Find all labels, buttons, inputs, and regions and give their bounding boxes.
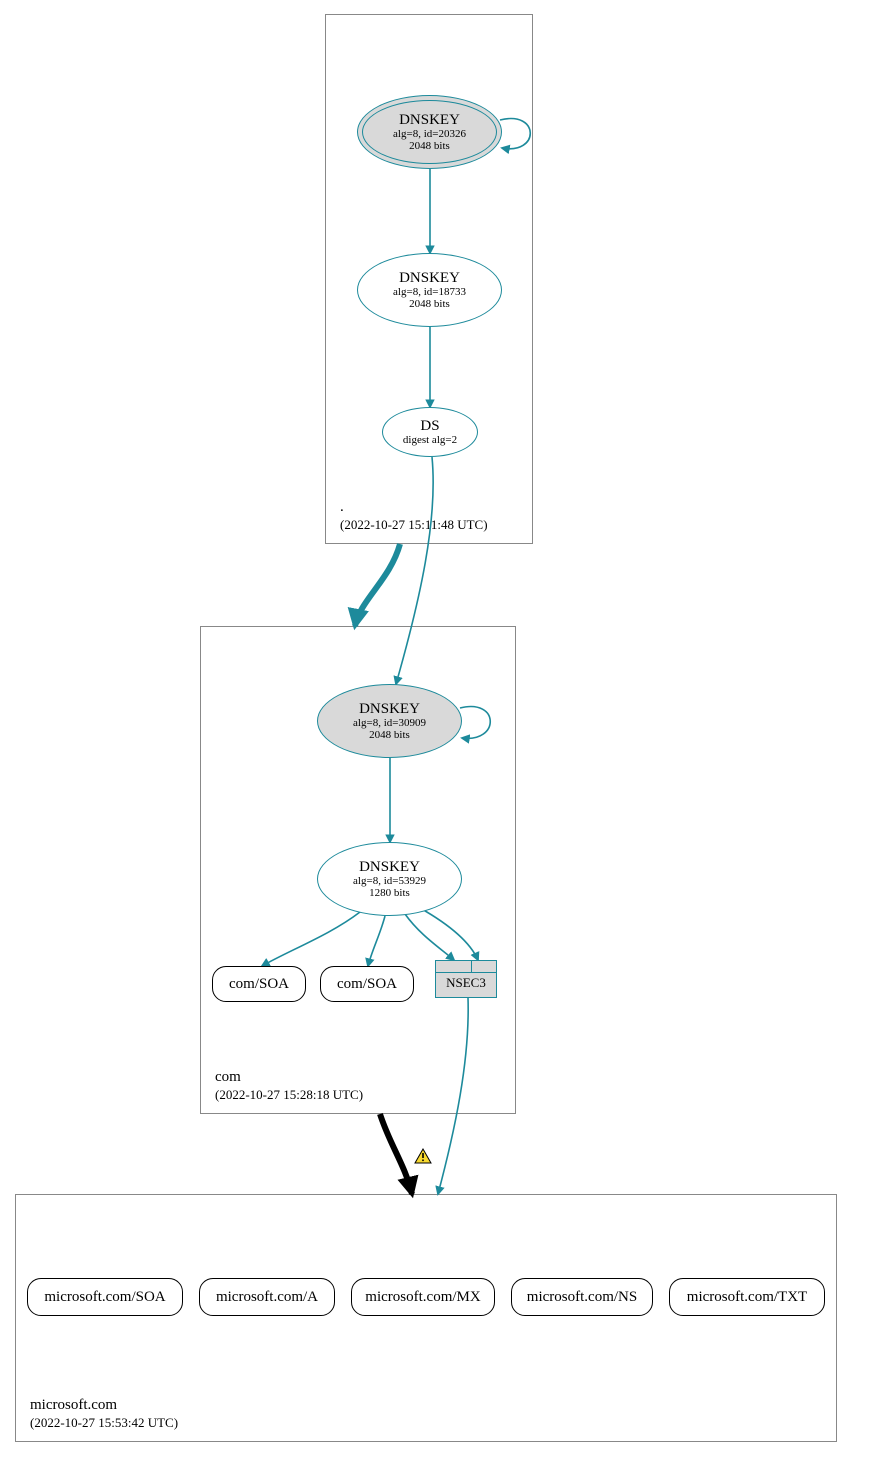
- edge: [420, 908, 478, 960]
- edge: [460, 707, 490, 739]
- edge: [500, 119, 530, 149]
- node-sub: alg=8, id=20326: [393, 128, 466, 140]
- node-com_soa2: com/SOA: [320, 966, 414, 1002]
- node-nsec3: NSEC3: [435, 960, 497, 998]
- node-sub: 2048 bits: [369, 729, 410, 741]
- rrset-label: com/SOA: [337, 976, 397, 993]
- node-ms_a: microsoft.com/A: [199, 1278, 335, 1316]
- node-com_ksk: DNSKEYalg=8, id=309092048 bits: [317, 684, 462, 758]
- edge: [368, 916, 385, 966]
- node-title: DNSKEY: [399, 270, 460, 287]
- node-root_ksk: DNSKEYalg=8, id=203262048 bits: [357, 95, 502, 169]
- node-ms_soa: microsoft.com/SOA: [27, 1278, 183, 1316]
- rrset-label: microsoft.com/A: [216, 1289, 318, 1306]
- node-sub: alg=8, id=18733: [393, 286, 466, 298]
- edge: [355, 544, 400, 626]
- edge: [438, 998, 468, 1194]
- nsec3-label: NSEC3: [436, 973, 496, 993]
- node-root_ds: DSdigest alg=2: [382, 407, 478, 457]
- node-sub: alg=8, id=30909: [353, 717, 426, 729]
- node-sub: digest alg=2: [403, 434, 457, 446]
- warning-icon: [414, 1148, 432, 1164]
- edge: [396, 457, 433, 684]
- node-title: DS: [420, 418, 439, 435]
- rrset-label: microsoft.com/MX: [365, 1289, 480, 1306]
- node-sub: 2048 bits: [409, 140, 450, 152]
- node-sub: 2048 bits: [409, 298, 450, 310]
- node-title: DNSKEY: [359, 859, 420, 876]
- node-sub: alg=8, id=53929: [353, 875, 426, 887]
- rrset-label: microsoft.com/NS: [527, 1289, 637, 1306]
- edge: [405, 914, 454, 960]
- diagram-canvas: .(2022-10-27 15:11:48 UTC)com(2022-10-27…: [0, 0, 893, 1473]
- edge: [262, 912, 360, 966]
- edge: [380, 1114, 412, 1194]
- rrset-label: com/SOA: [229, 976, 289, 993]
- node-title: DNSKEY: [399, 112, 460, 129]
- node-ms_ns: microsoft.com/NS: [511, 1278, 653, 1316]
- node-ms_mx: microsoft.com/MX: [351, 1278, 495, 1316]
- node-com_zsk: DNSKEYalg=8, id=539291280 bits: [317, 842, 462, 916]
- node-title: DNSKEY: [359, 701, 420, 718]
- node-ms_txt: microsoft.com/TXT: [669, 1278, 825, 1316]
- node-com_soa1: com/SOA: [212, 966, 306, 1002]
- node-sub: 1280 bits: [369, 887, 410, 899]
- node-root_zsk: DNSKEYalg=8, id=187332048 bits: [357, 253, 502, 327]
- rrset-label: microsoft.com/TXT: [687, 1289, 807, 1306]
- rrset-label: microsoft.com/SOA: [44, 1289, 165, 1306]
